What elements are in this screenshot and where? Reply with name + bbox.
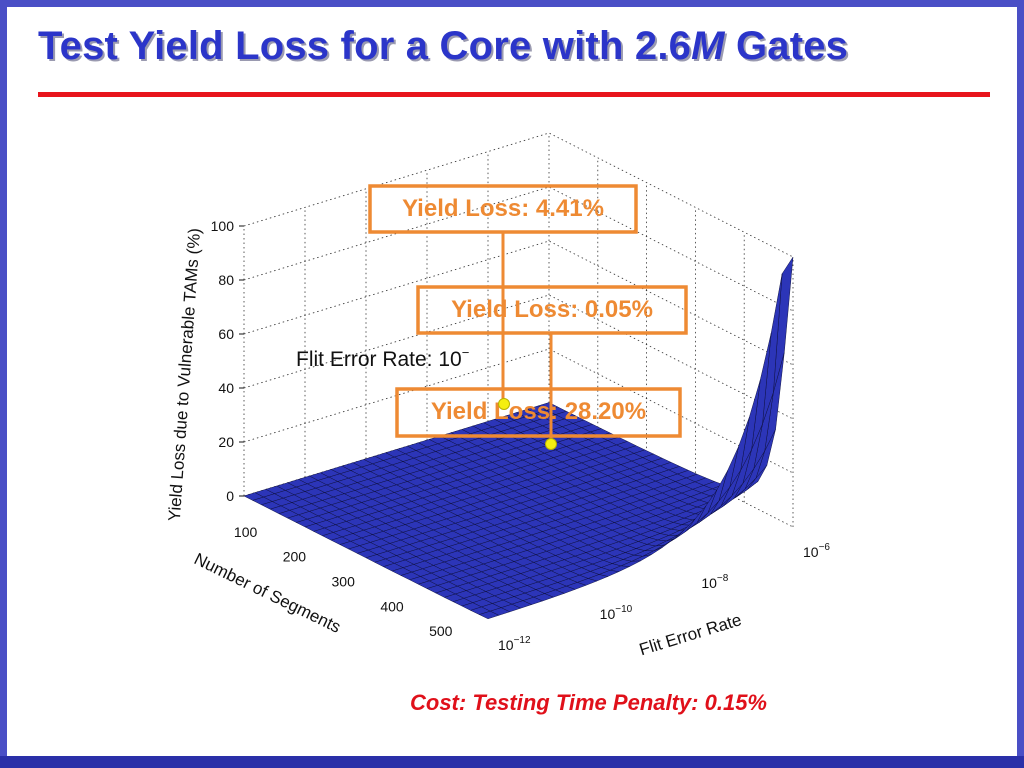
y-tick-label: 10−6: [803, 542, 830, 560]
title-tail: Gates: [724, 24, 849, 68]
frame-bottom: [0, 756, 1024, 768]
grid-layer: [243, 132, 794, 528]
z-tick-label: 0: [226, 488, 234, 504]
x-tick-label: 300: [332, 573, 356, 589]
z-tick-label: 100: [211, 218, 235, 234]
y-tick-label: 10−8: [701, 573, 728, 591]
annotation-layer: Yield Loss: 4.41% Yield Loss: 0.05% Yield …: [296, 184, 688, 450]
annotation-label: Yield Loss: 0.05%: [451, 296, 653, 323]
point-marker: [545, 438, 557, 450]
annotation-box: [416, 285, 688, 335]
title-underline: [38, 92, 990, 97]
x-tick-label: 100: [234, 524, 258, 540]
z-tick-label: 20: [218, 434, 234, 450]
y-tick-label: 10−10: [600, 604, 633, 622]
frame-left: [0, 0, 7, 768]
x-tick-label: 400: [380, 598, 404, 614]
z-tick-label: 80: [218, 272, 234, 288]
annotation-box: [368, 184, 638, 234]
flit-error-note: Flit Error Rate: 10−: [296, 345, 469, 371]
surface-cell: [478, 610, 500, 620]
x-tick-label: 500: [429, 623, 453, 639]
title-main: Test Yield Loss for a Core with 2.6: [38, 24, 692, 68]
annotation-label: Yield Loss: 4.41%: [402, 195, 604, 222]
x-tick-label: 200: [283, 549, 307, 565]
z-tick-label: 40: [218, 380, 234, 396]
annotation-box: [395, 387, 682, 438]
y-tick-label: 10−12: [498, 635, 531, 653]
y-axis-label: Flit Error Rate: [637, 610, 744, 659]
point-marker: [498, 398, 510, 410]
z-tick-label: 60: [218, 326, 234, 342]
frame-top: [0, 0, 1024, 7]
frame-right: [1017, 0, 1024, 768]
slide-title: Test Yield Loss for a Core with 2.6M Gat…: [38, 24, 848, 69]
annotation-label: Yield Loss: 28.20%: [431, 398, 646, 425]
z-axis-label: Yield Loss due to Vulnerable TAMs (%): [165, 227, 204, 521]
title-italic: M: [691, 24, 725, 68]
cost-note: Cost: Testing Time Penalty: 0.15%: [410, 690, 767, 715]
x-axis-label: Number of Segments: [191, 549, 344, 636]
